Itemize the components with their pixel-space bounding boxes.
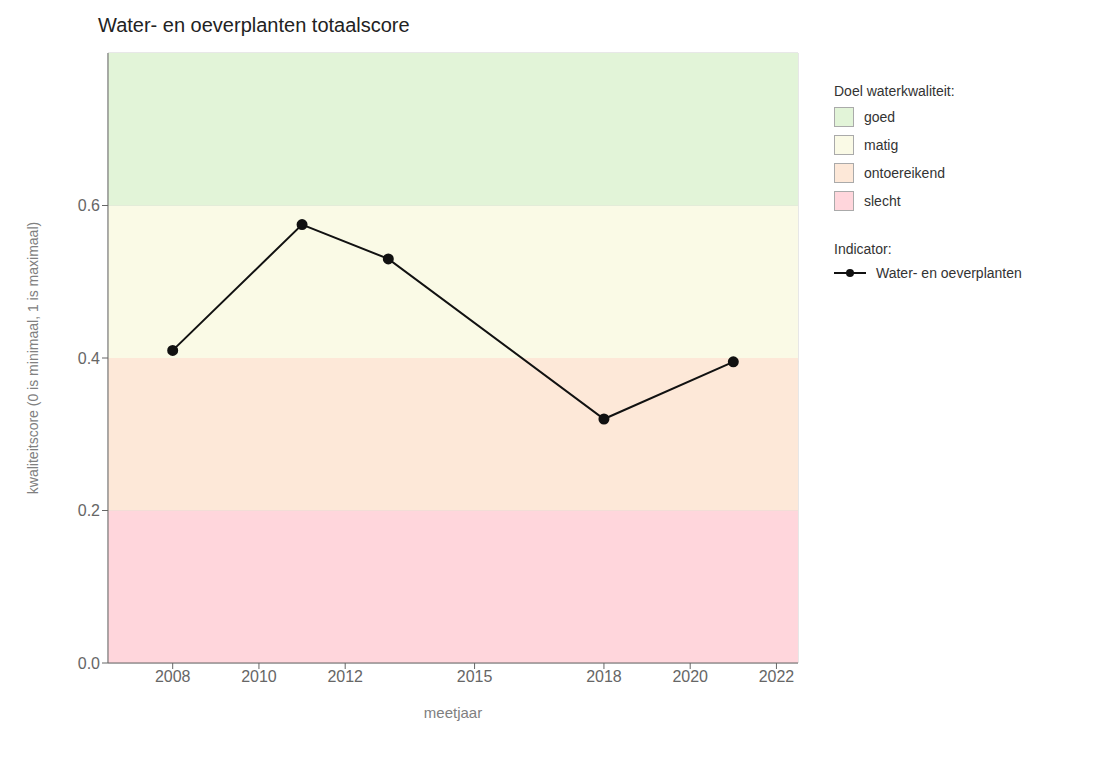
- html-text:slecht: slecht: [864, 193, 901, 209]
- svg-text:2020: 2020: [672, 668, 708, 685]
- html-text:Indicator:: Indicator:: [834, 241, 892, 257]
- html-text:Doel waterkwaliteit:: Doel waterkwaliteit:: [834, 83, 955, 99]
- svg-text:2018: 2018: [586, 668, 622, 685]
- svg-text:0.2: 0.2: [78, 502, 100, 519]
- svg-text:0.0: 0.0: [78, 655, 100, 672]
- svg-text:2008: 2008: [155, 668, 191, 685]
- html-text:ontoereikend: ontoereikend: [864, 165, 945, 181]
- svg-text:2022: 2022: [759, 668, 795, 685]
- html-text:Water- en oeverplanten: Water- en oeverplanten: [876, 265, 1022, 281]
- html-text:goed: goed: [864, 109, 896, 125]
- html-text:matig: matig: [864, 137, 899, 153]
- svg-text:0.4: 0.4: [78, 350, 100, 367]
- svg-text:2012: 2012: [327, 668, 363, 685]
- svg-text:2010: 2010: [241, 668, 277, 685]
- svg-text:kwaliteitscore (0 is minimaal,: kwaliteitscore (0 is minimaal, 1 is maxi…: [25, 222, 41, 494]
- svg-text:0.6: 0.6: [78, 197, 100, 214]
- html-text:Water- en oeverplanten totaals: Water- en oeverplanten totaalscore: [98, 14, 410, 36]
- svg-text:2015: 2015: [457, 668, 493, 685]
- svg-text:meetjaar: meetjaar: [424, 704, 482, 721]
